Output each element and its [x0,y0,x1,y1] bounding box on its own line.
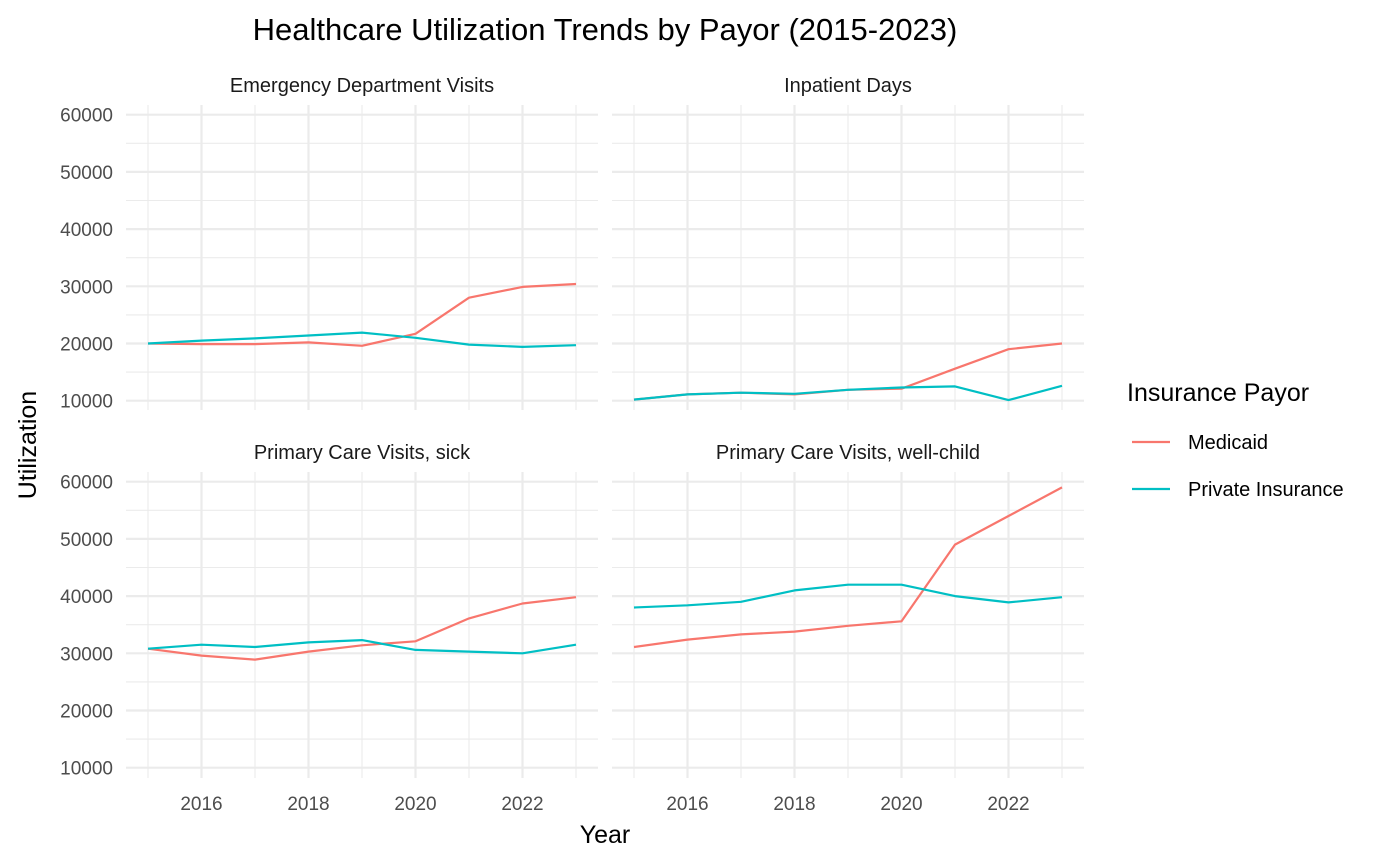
legend-label-medicaid: Medicaid [1188,432,1268,454]
y-tick-label: 30000 [60,277,113,298]
series-line-private-insurance [633,583,1063,609]
panel-lines [633,486,1063,649]
legend: Insurance Payor Medicaid Private Insuran… [1127,379,1344,501]
y-axis-title: Utilization [14,391,42,499]
panel-grid [126,105,598,410]
y-tick-label: 50000 [60,163,113,184]
y-tick-label: 30000 [60,644,113,665]
x-tick-label: 2016 [180,794,222,815]
panel-primary-wellchild: Primary Care Visits, well-child [612,442,1084,778]
y-tick-label: 50000 [60,530,113,551]
x-tick-label: 2016 [666,794,708,815]
panel-title: Primary Care Visits, well-child [716,442,980,464]
y-tick-label: 20000 [60,702,113,723]
series-line-private-insurance [633,384,1063,402]
panel-primary-sick: Primary Care Visits, sick [126,442,598,778]
panel-grid [612,472,1084,778]
x-tick-label: 2018 [773,794,815,815]
series-line-medicaid [147,282,577,347]
panel-title: Primary Care Visits, sick [254,442,471,464]
y-tick-label: 40000 [60,220,113,241]
y-tick-label: 10000 [60,392,113,413]
y-tick-label: 20000 [60,335,113,356]
panel-title: Emergency Department Visits [230,75,494,97]
series-line-medicaid [147,596,577,661]
y-tick-label: 60000 [60,473,113,494]
x-tick-label: 2022 [501,794,543,815]
x-tick-label: 2020 [880,794,922,815]
panel-lines [147,282,577,348]
x-axis-title: Year [580,821,631,849]
legend-label-private: Private Insurance [1188,479,1344,501]
x-tick-label: 2022 [987,794,1029,815]
y-tick-label: 60000 [60,106,113,127]
panel-lines [147,596,577,661]
panel-emergency: Emergency Department Visits [126,75,598,410]
y-axis-ticks: 10000 20000 30000 40000 50000 60000 10000 20000… [60,106,113,780]
y-tick-label: 40000 [60,587,113,608]
panel-lines [633,342,1063,402]
panel-inpatient: Inpatient Days [612,75,1084,410]
panel-grid [126,472,598,778]
x-axis-ticks: 2016 2018 2020 2022 2016 2018 2020 2022 [180,794,1029,815]
panel-title: Inpatient Days [784,75,912,97]
series-line-medicaid [633,486,1063,649]
legend-title: Insurance Payor [1127,379,1309,407]
chart-title: Healthcare Utilization Trends by Payor (… [253,12,958,47]
y-tick-label: 10000 [60,759,113,780]
series-line-private-insurance [147,638,577,655]
x-tick-label: 2020 [394,794,436,815]
series-line-private-insurance [147,331,577,348]
panel-grid [612,105,1084,410]
x-tick-label: 2018 [287,794,329,815]
